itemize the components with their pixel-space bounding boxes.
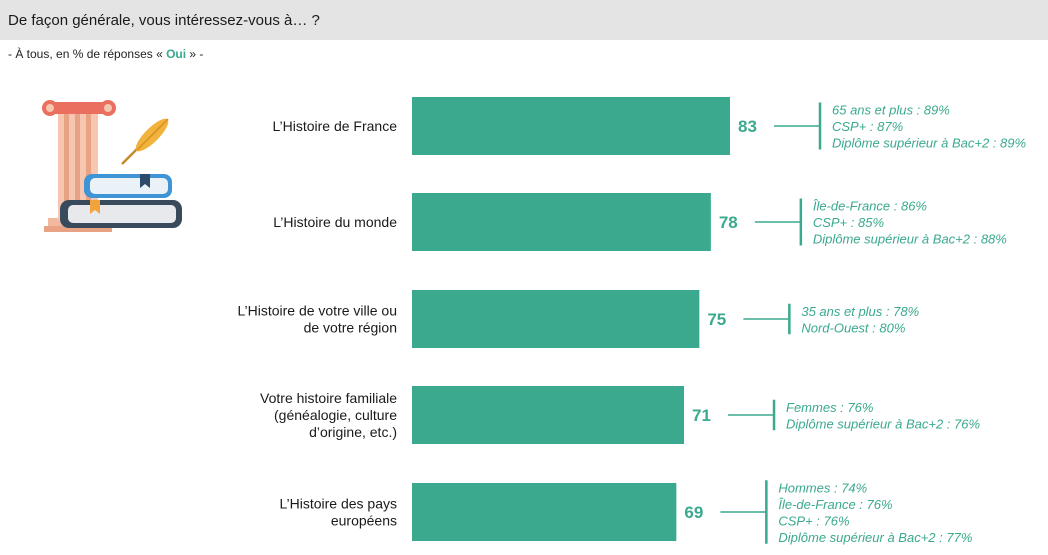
subtitle-suffix: » - — [186, 47, 204, 61]
category-label: européens — [331, 513, 397, 529]
breakdown-label: Île-de-France : 76% — [778, 497, 892, 512]
breakdown-label: Hommes : 74% — [778, 480, 867, 495]
bar — [412, 386, 685, 444]
category-label: L’Histoire du monde — [273, 214, 397, 230]
category-label: d’origine, etc.) — [309, 424, 397, 440]
value-label: 75 — [707, 310, 726, 329]
bar — [412, 483, 677, 541]
category-label: L’Histoire de votre ville ou — [237, 303, 397, 319]
value-label: 71 — [692, 406, 711, 425]
breakdown-label: Femmes : 76% — [786, 400, 873, 415]
bar — [412, 193, 711, 251]
history-column-books-quill-icon — [42, 100, 182, 232]
breakdown-label: Nord-Ouest : 80% — [801, 320, 905, 335]
breakdown-label: CSP+ : 87% — [832, 119, 903, 134]
bar — [412, 97, 730, 155]
value-label: 78 — [719, 213, 738, 232]
category-label: Votre histoire familiale — [260, 390, 397, 406]
breakdown-label: Diplôme supérieur à Bac+2 : 88% — [813, 232, 1007, 247]
breakdown-label: Île-de-France : 86% — [813, 199, 927, 214]
question-header: De façon générale, vous intéressez-vous … — [0, 0, 1048, 40]
breakdown-label: Diplôme supérieur à Bac+2 : 76% — [786, 416, 980, 431]
category-label: (généalogie, culture — [274, 407, 397, 423]
question-title: De façon générale, vous intéressez-vous … — [8, 12, 320, 29]
breakdown-label: CSP+ : 76% — [778, 513, 849, 528]
subtitle-prefix: - À tous, en % de réponses « — [8, 47, 167, 61]
breakdown-label: 65 ans et plus : 89% — [832, 103, 950, 118]
value-label: 69 — [684, 503, 703, 522]
breakdown-label: Diplôme supérieur à Bac+2 : 89% — [832, 136, 1026, 151]
chart-subtitle: - À tous, en % de réponses « Oui » - — [8, 47, 203, 61]
category-label: de votre région — [304, 320, 397, 336]
category-label: L’Histoire de France — [272, 118, 397, 134]
subtitle-highlight: Oui — [166, 47, 187, 61]
breakdown-label: CSP+ : 85% — [813, 215, 884, 230]
bar — [412, 290, 700, 348]
breakdown-label: 35 ans et plus : 78% — [801, 304, 919, 319]
category-label: L’Histoire des pays — [279, 496, 397, 512]
value-label: 83 — [738, 117, 757, 136]
breakdown-label: Diplôme supérieur à Bac+2 : 77% — [778, 530, 972, 545]
